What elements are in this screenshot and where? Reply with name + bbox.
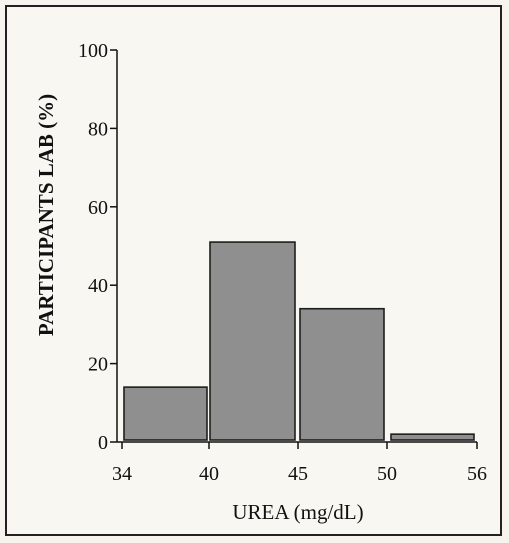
y-axis-title: PARTICIPANTS LAB (%) [34, 94, 58, 336]
axes-group [110, 49, 478, 449]
x-tick-label-50: 50 [377, 463, 397, 485]
x-axis-title: UREA (mg/dL) [232, 500, 363, 524]
x-tick-label-45: 45 [288, 463, 308, 485]
y-tick-label-60: 60 [88, 197, 108, 219]
tick-labels-group: 0 20 40 60 80 100 34 40 45 50 56 [78, 40, 487, 485]
bar-50-56 [390, 433, 475, 441]
bars-group [123, 241, 475, 441]
y-tick-label-20: 20 [88, 354, 108, 376]
x-tick-label-34: 34 [112, 463, 132, 485]
y-tick-label-0: 0 [98, 432, 108, 454]
y-tick-label-40: 40 [88, 275, 108, 297]
y-tick-label-80: 80 [88, 118, 108, 140]
x-tick-label-40: 40 [199, 463, 219, 485]
bar-45-50 [299, 307, 385, 441]
x-tick-label-56: 56 [467, 463, 487, 485]
bar-34-40 [123, 386, 208, 441]
bar-40-45 [209, 241, 296, 441]
y-tick-label-100: 100 [78, 40, 108, 62]
